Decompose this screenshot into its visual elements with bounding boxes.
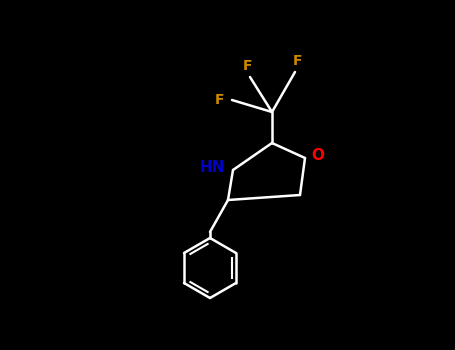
Text: F: F — [214, 93, 224, 107]
Text: F: F — [242, 59, 252, 73]
Text: F: F — [292, 54, 302, 68]
Text: O: O — [311, 148, 324, 163]
Text: HN: HN — [199, 160, 225, 175]
